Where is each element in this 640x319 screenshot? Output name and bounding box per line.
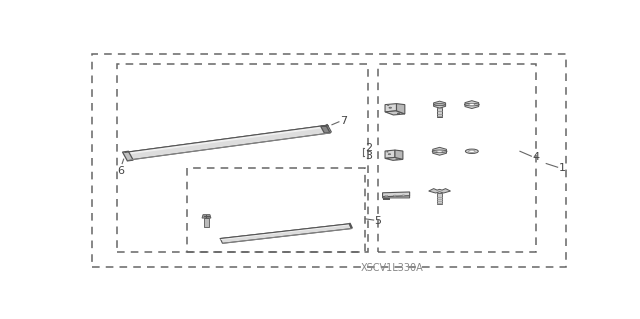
Polygon shape <box>385 157 403 160</box>
Polygon shape <box>385 111 405 115</box>
Polygon shape <box>202 215 211 218</box>
Polygon shape <box>220 224 350 240</box>
Text: 7: 7 <box>340 116 347 126</box>
Polygon shape <box>397 104 405 114</box>
Polygon shape <box>433 101 445 108</box>
Ellipse shape <box>402 195 405 196</box>
Ellipse shape <box>436 150 443 152</box>
Polygon shape <box>385 150 395 159</box>
Ellipse shape <box>397 113 400 114</box>
Ellipse shape <box>394 195 396 196</box>
Text: XSCV1L330A: XSCV1L330A <box>361 263 424 273</box>
Ellipse shape <box>469 104 475 106</box>
Text: 5: 5 <box>374 216 381 226</box>
Polygon shape <box>433 147 447 155</box>
Ellipse shape <box>388 154 390 155</box>
Bar <box>117 64 367 252</box>
Polygon shape <box>383 192 410 197</box>
Ellipse shape <box>465 149 478 153</box>
Polygon shape <box>385 104 397 112</box>
Polygon shape <box>125 125 330 160</box>
Bar <box>92 54 566 267</box>
Polygon shape <box>465 101 479 108</box>
Bar <box>437 105 442 117</box>
Ellipse shape <box>387 105 389 106</box>
Bar <box>437 193 442 204</box>
Ellipse shape <box>468 150 475 152</box>
Text: 6: 6 <box>118 166 125 176</box>
Text: 4: 4 <box>532 152 540 162</box>
Bar <box>187 168 365 252</box>
Ellipse shape <box>432 150 447 152</box>
Polygon shape <box>125 125 327 155</box>
Text: 1: 1 <box>559 163 566 174</box>
Text: 2: 2 <box>365 143 372 152</box>
Polygon shape <box>383 196 410 198</box>
Text: 3: 3 <box>365 151 372 161</box>
Polygon shape <box>429 189 451 193</box>
Ellipse shape <box>385 195 388 197</box>
Polygon shape <box>395 150 403 160</box>
Polygon shape <box>326 124 332 133</box>
Ellipse shape <box>434 104 445 106</box>
Polygon shape <box>220 224 351 243</box>
Bar <box>378 64 536 252</box>
Ellipse shape <box>396 159 398 160</box>
Polygon shape <box>321 126 328 127</box>
Ellipse shape <box>465 103 479 106</box>
Polygon shape <box>349 223 353 229</box>
Bar <box>204 218 209 227</box>
Ellipse shape <box>389 107 392 108</box>
Polygon shape <box>122 151 133 161</box>
Polygon shape <box>321 126 330 133</box>
